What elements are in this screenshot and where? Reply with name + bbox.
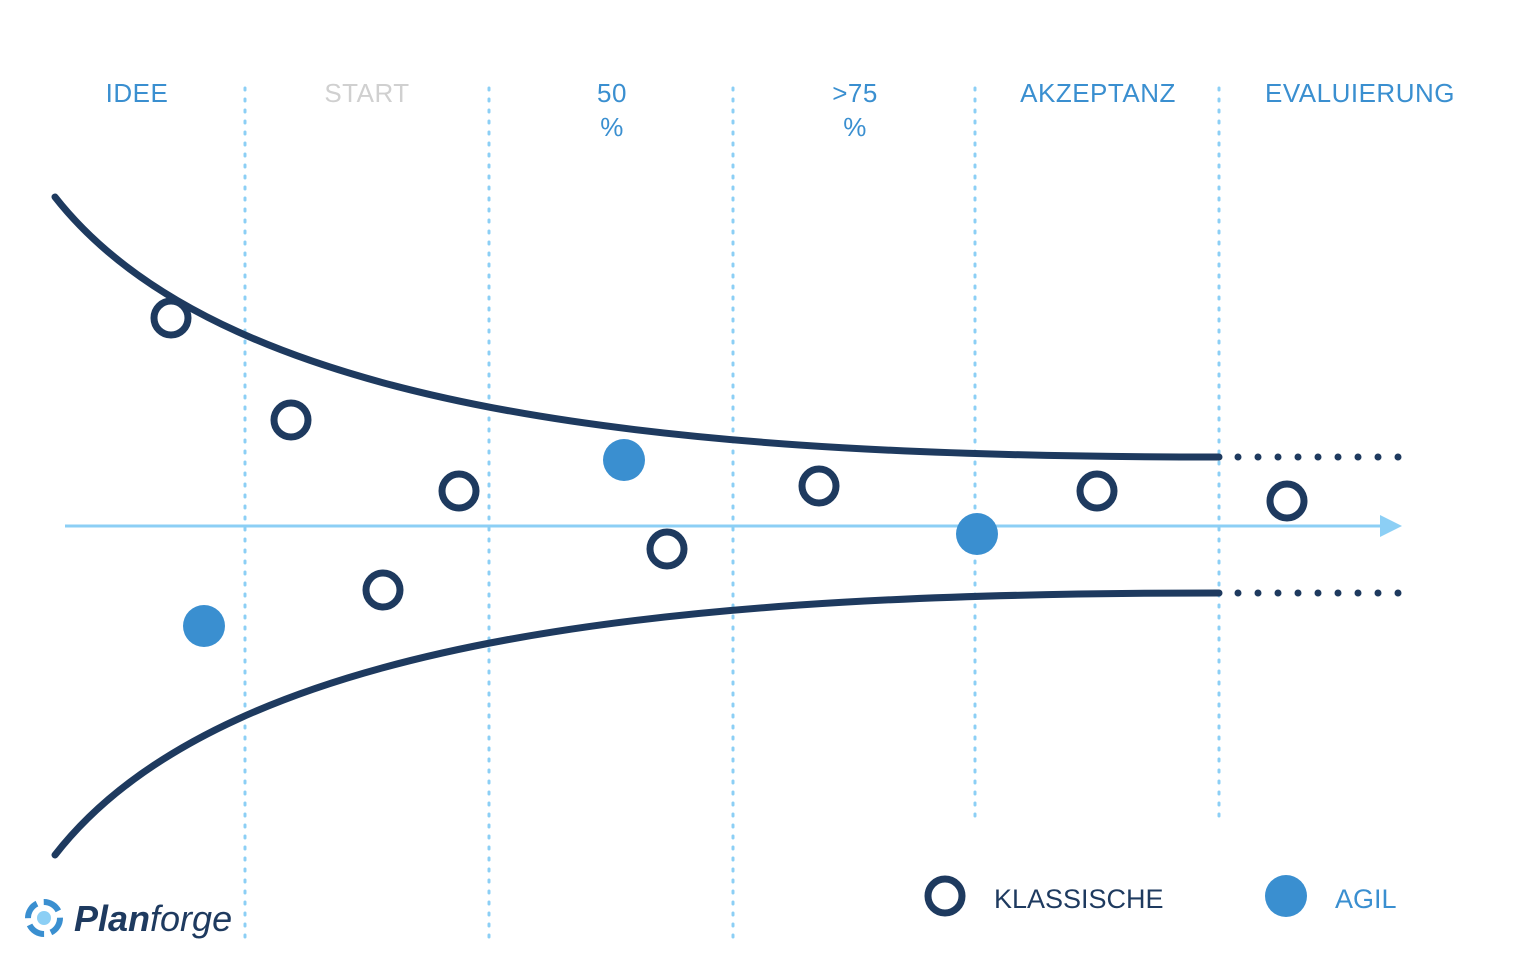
lower-bound [51,589,1223,859]
dividers [243,86,1221,947]
agile-points [183,439,998,647]
legend-label: KLASSISCHE [994,884,1164,914]
upper-bound [51,193,1223,461]
legend-classic-icon [924,875,966,917]
phase-label: 50 % [597,78,627,142]
logo: Planforge [74,898,232,940]
arrow-head [1380,515,1402,537]
legend-agile-icon [1265,875,1307,917]
phase-label: START [324,78,410,108]
logo-bold: Plan [74,898,151,939]
phase-label: EVALUIERUNG [1265,78,1455,108]
logo-light: forge [150,898,233,939]
legend-label: AGIL [1335,884,1397,914]
phase-label: AKZEPTANZ [1020,78,1176,108]
phase-label: >75 % [832,78,878,142]
classic-points [150,297,1308,611]
bound-continuation [1234,453,1404,597]
phase-label: IDEE [105,78,169,108]
logo-icon [25,899,63,937]
